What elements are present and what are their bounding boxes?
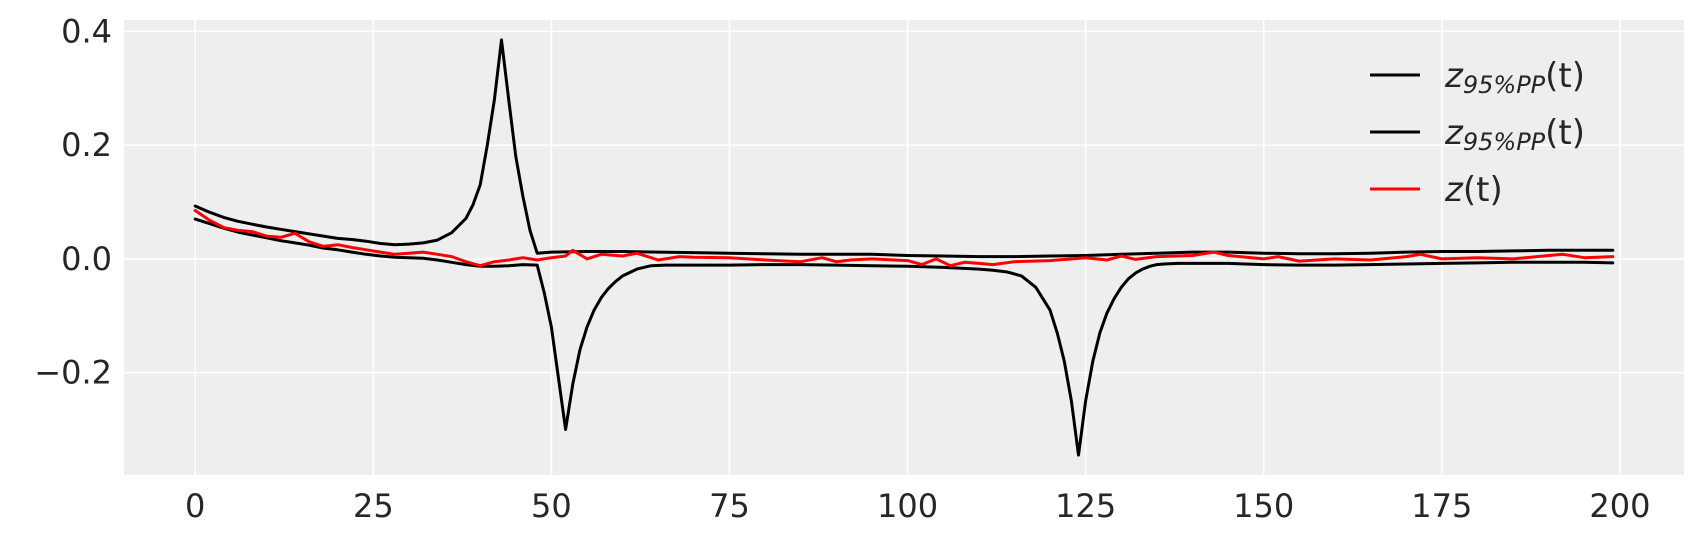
- legend-entry: z(t): [1444, 170, 1503, 210]
- legend-tail: (t): [1463, 170, 1503, 210]
- x-tick-label: 50: [531, 487, 572, 525]
- y-axis: −0.2 0.0 0.2 0.4: [34, 12, 112, 391]
- legend-tail: (t): [1545, 56, 1585, 96]
- x-tick-label: 125: [1055, 487, 1116, 525]
- legend-tail: (t): [1545, 113, 1585, 153]
- y-tick-label: 0.4: [61, 12, 112, 50]
- x-tick-label: 200: [1589, 487, 1650, 525]
- y-tick-label: −0.2: [34, 354, 112, 392]
- legend: z95%PP(t)z95%PP(t)z(t): [1370, 56, 1585, 210]
- legend-base: z: [1444, 170, 1464, 210]
- x-tick-label: 75: [709, 487, 750, 525]
- legend-entry: z95%PP(t): [1444, 56, 1585, 99]
- legend-entry: z95%PP(t): [1444, 113, 1585, 156]
- series-line-0: [193, 38, 1615, 259]
- x-tick-label: 25: [353, 487, 394, 525]
- legend-subscript: 95%PP: [1463, 71, 1546, 99]
- grid: [124, 20, 1684, 475]
- legend-base: z: [1444, 113, 1464, 153]
- x-tick-label: 100: [877, 487, 938, 525]
- x-tick-label: 150: [1233, 487, 1294, 525]
- series-line-2: [193, 209, 1615, 268]
- plot-background: [124, 20, 1684, 475]
- x-tick-label: 175: [1411, 487, 1472, 525]
- y-tick-label: 0.2: [61, 126, 112, 164]
- series-layer: [193, 38, 1615, 457]
- legend-base: z: [1444, 56, 1464, 96]
- y-tick-label: 0.0: [61, 240, 112, 278]
- x-tick-label: 0: [185, 487, 205, 525]
- legend-subscript: 95%PP: [1463, 128, 1546, 156]
- series-line-1: [193, 217, 1615, 457]
- x-axis: 0 25 50 75 100 125 150 175 200: [185, 487, 1650, 525]
